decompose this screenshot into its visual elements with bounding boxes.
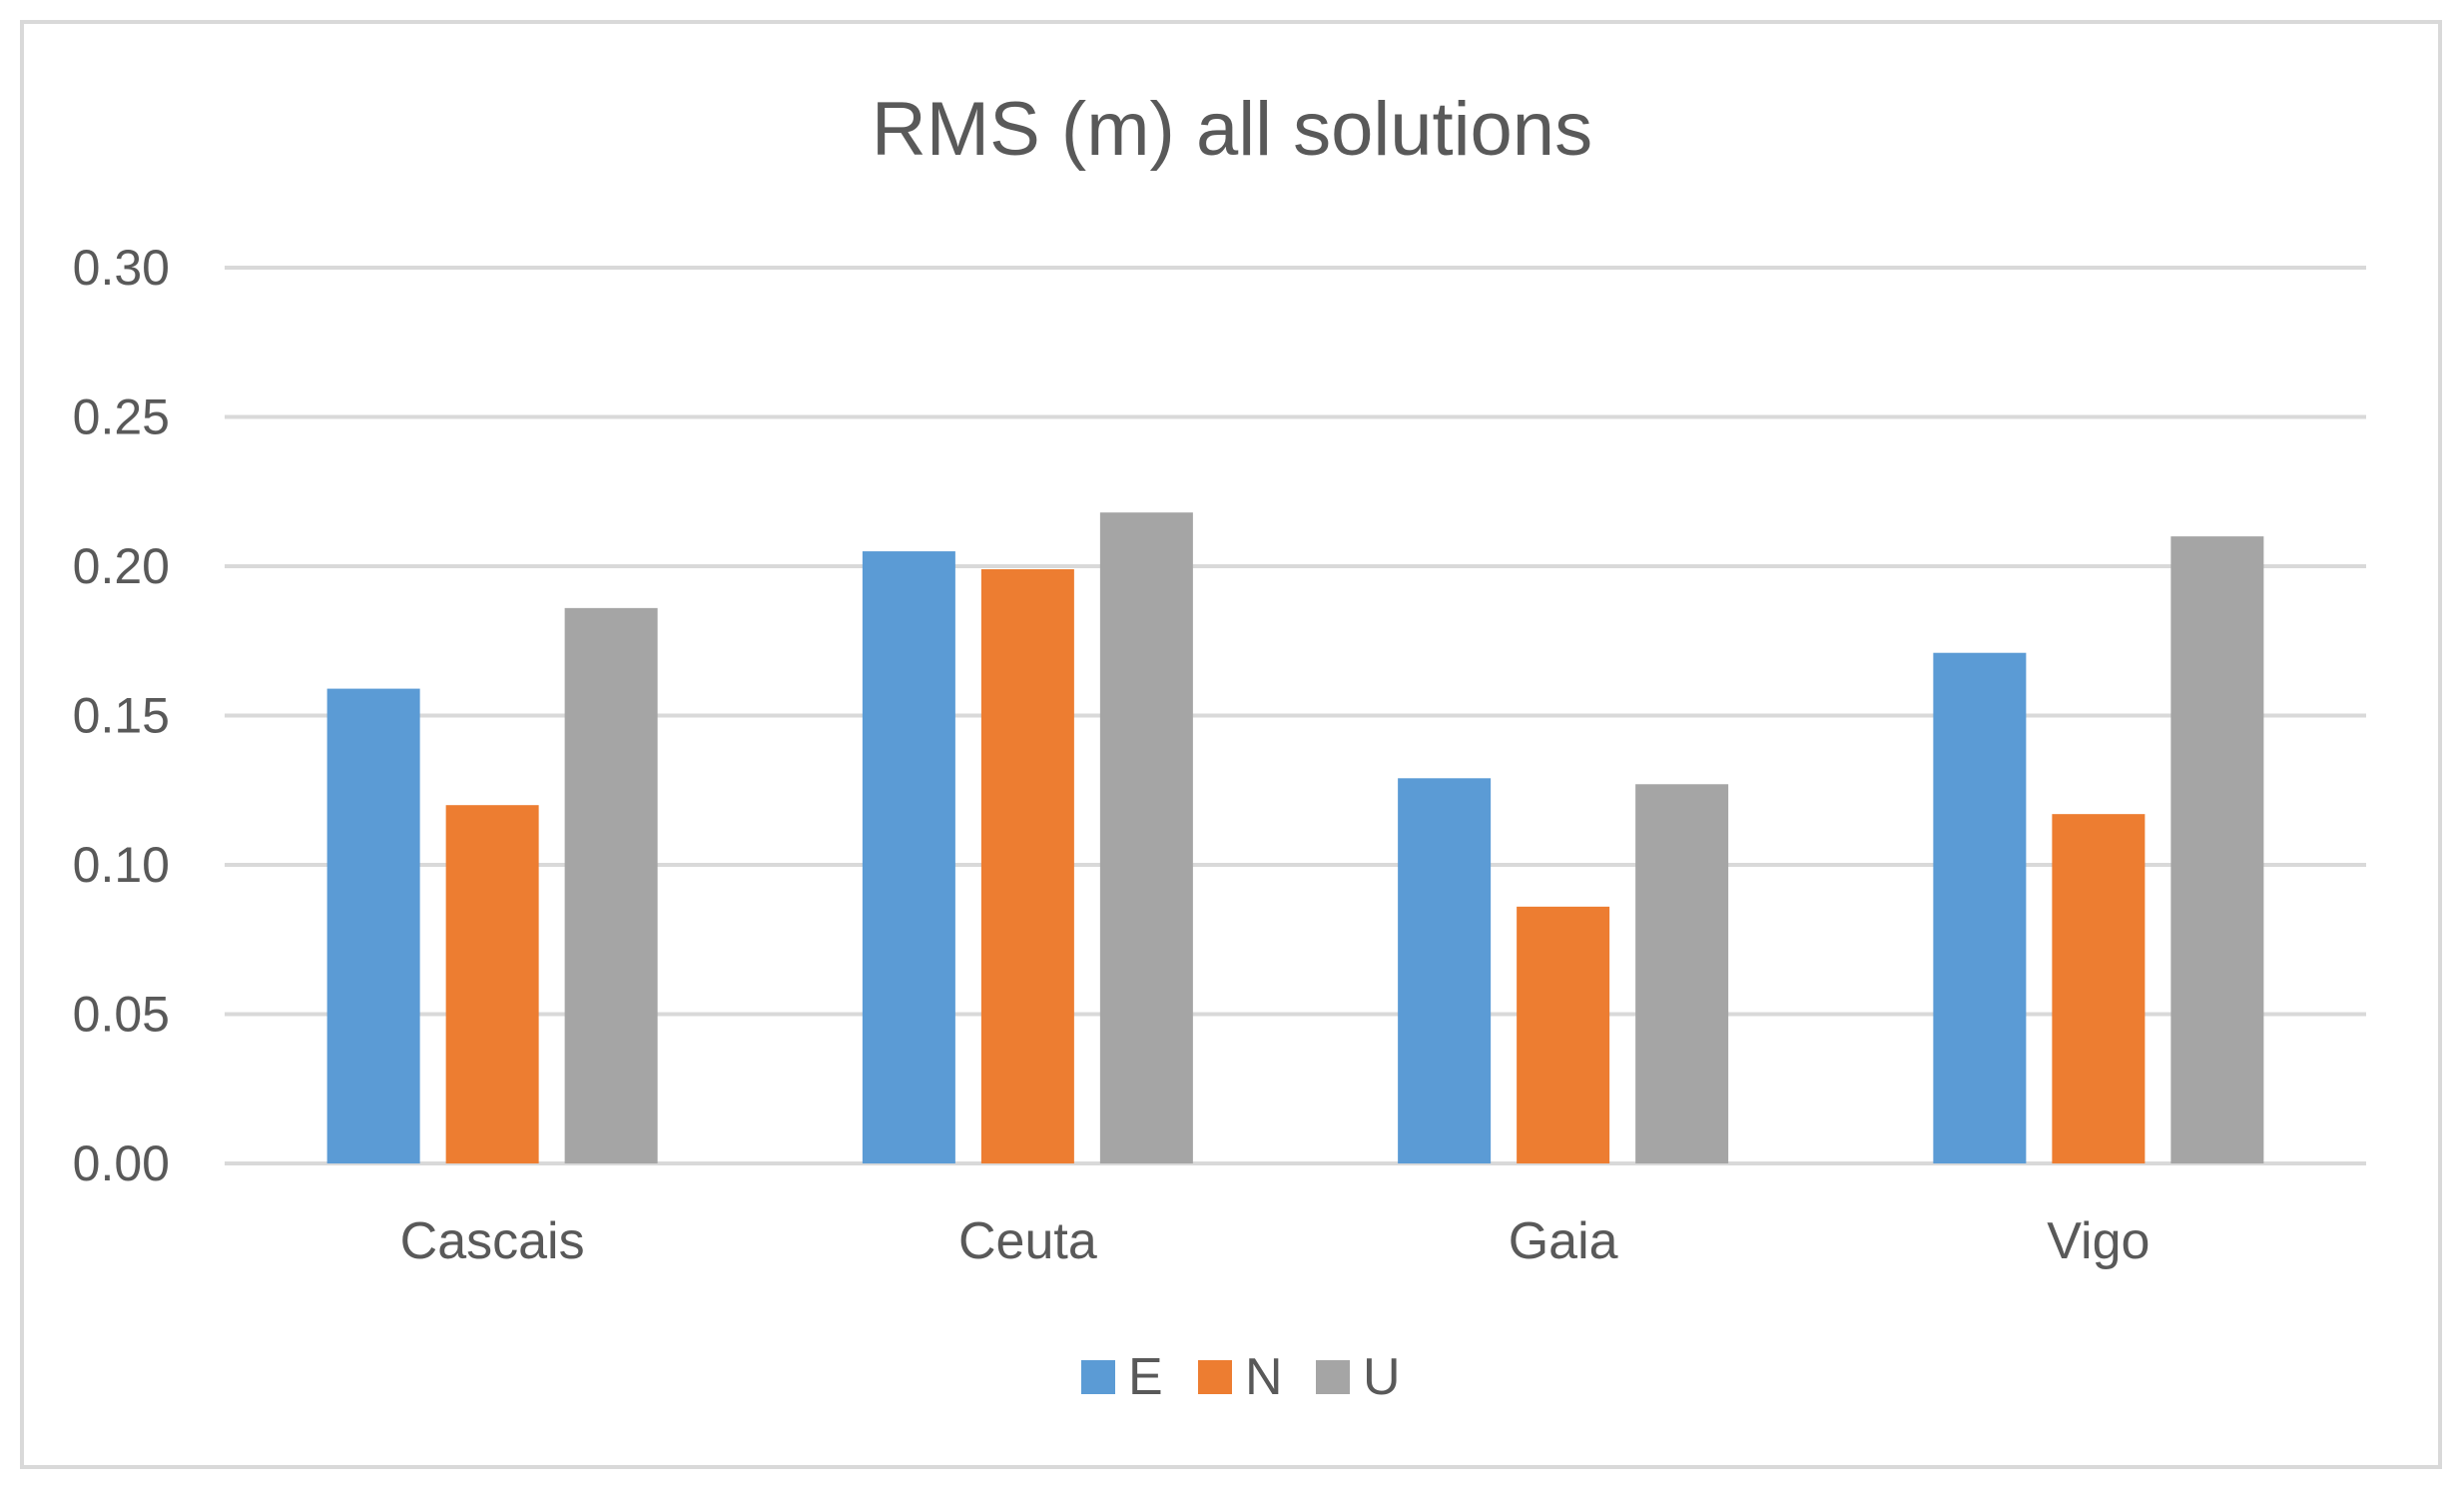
bar-N-vigo bbox=[2052, 814, 2146, 1163]
y-tick-label: 0.20 bbox=[73, 538, 170, 594]
x-tick-label: Cascais bbox=[400, 1212, 585, 1270]
bar-U-vigo bbox=[2170, 536, 2264, 1163]
legend-swatch-U bbox=[1316, 1360, 1350, 1394]
bar-E-cascais bbox=[326, 688, 420, 1163]
y-tick-label: 0.15 bbox=[73, 688, 170, 744]
bar-U-ceuta bbox=[1099, 512, 1193, 1163]
chart-title: RMS (m) all solutions bbox=[872, 87, 1592, 172]
y-tick-label: 0.25 bbox=[73, 389, 170, 445]
bar-U-cascais bbox=[564, 607, 658, 1163]
x-tick-label: Vigo bbox=[2047, 1212, 2150, 1270]
legend-swatch-E bbox=[1081, 1360, 1115, 1394]
x-tick-label: Ceuta bbox=[958, 1212, 1097, 1270]
bar-E-vigo bbox=[1933, 652, 2027, 1163]
x-tick-label: Gaia bbox=[1509, 1212, 1618, 1270]
y-tick-label: 0.05 bbox=[73, 987, 170, 1043]
legend-label-E: E bbox=[1128, 1348, 1163, 1406]
legend-label-U: U bbox=[1363, 1348, 1401, 1406]
bar-E-gaia bbox=[1398, 778, 1492, 1163]
bar-N-ceuta bbox=[980, 568, 1074, 1163]
y-tick-label: 0.00 bbox=[73, 1135, 170, 1191]
bar-N-gaia bbox=[1517, 906, 1610, 1163]
chart-frame bbox=[20, 20, 2442, 1469]
bar-N-cascais bbox=[445, 805, 539, 1163]
y-tick-label: 0.30 bbox=[73, 240, 170, 296]
bar-U-gaia bbox=[1635, 784, 1729, 1163]
bar-E-ceuta bbox=[862, 551, 955, 1163]
legend-label-N: N bbox=[1245, 1348, 1283, 1406]
y-tick-label: 0.10 bbox=[73, 837, 170, 893]
legend-swatch-N bbox=[1198, 1360, 1232, 1394]
